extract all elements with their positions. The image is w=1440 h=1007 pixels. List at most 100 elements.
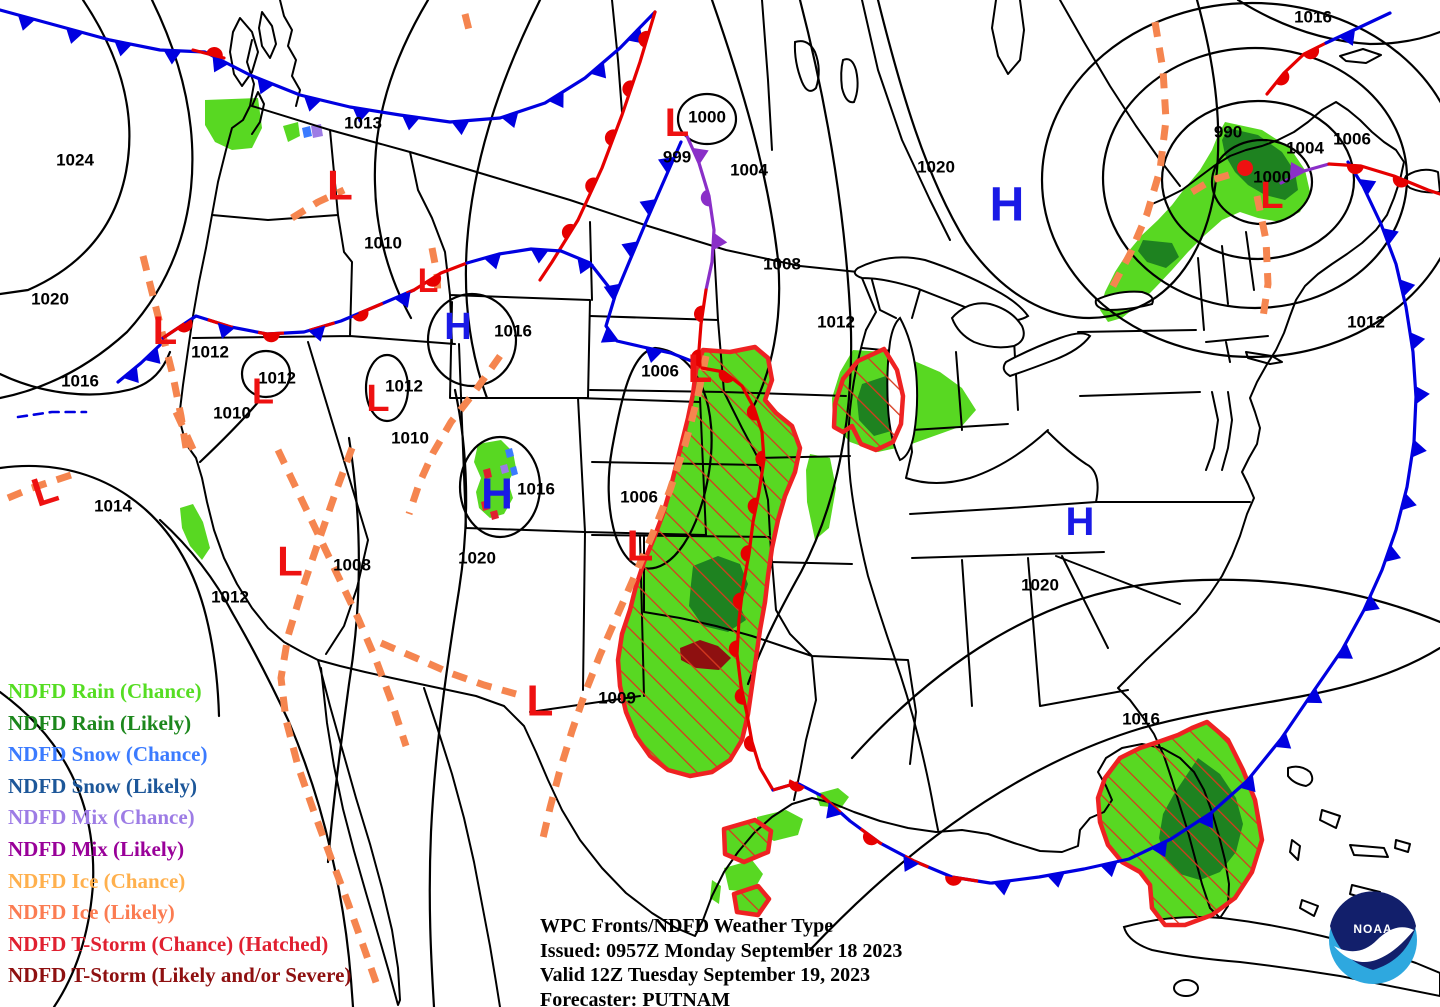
occluded-front (684, 132, 728, 292)
cold-front-triangle-icon (501, 111, 519, 129)
isobar (0, 0, 194, 400)
cold-front-triangle-icon (114, 40, 133, 57)
isobar (850, 578, 1440, 760)
isobar (428, 388, 468, 1007)
warm-front-semicircle-icon (788, 779, 805, 792)
pressure-label: 1012 (211, 588, 249, 607)
warm-front (538, 10, 657, 282)
low-pressure-center: L (153, 309, 177, 353)
isobar-closed-low (240, 349, 292, 399)
isobar (326, 436, 360, 864)
isobar (464, 0, 542, 400)
warm-front-semicircle-icon (1275, 70, 1290, 86)
pressure-label: 1010 (364, 234, 402, 253)
cold-front (465, 247, 610, 288)
low-pressure-center: L (1260, 175, 1283, 217)
pressure-marks-layer: 1024 1020 1013 1010 1016 1012 1012 1012 1010 1010… (27, 8, 1385, 729)
caption-title: WPC Fronts/NDFD Weather Type (540, 915, 834, 937)
cold-front (600, 140, 696, 364)
pressure-label: 1006 (641, 362, 679, 381)
front-line (700, 366, 775, 792)
low-pressure-center: L (688, 347, 712, 391)
cold-front-triangle-icon (1274, 732, 1292, 749)
cold-front-triangle-icon (1239, 775, 1256, 793)
low-center-dot (1237, 160, 1253, 176)
pressure-label: 1024 (56, 151, 94, 170)
occluded-front (1279, 161, 1331, 185)
snow-chance-area (302, 126, 312, 138)
front-line (1324, 11, 1392, 45)
trough-line (1253, 195, 1272, 325)
tstorm-hatch-layer (615, 344, 1265, 928)
pressure-label: 1006 (620, 488, 658, 507)
pressure-label: 1016 (494, 322, 532, 341)
pressure-label: 1000 (688, 108, 726, 127)
cold-front-triangle-icon (590, 61, 607, 79)
cold-front-triangle-icon (621, 241, 638, 258)
warm-front (690, 288, 708, 368)
trough-line (274, 448, 410, 748)
isobar (0, 690, 95, 1007)
front-line (1279, 162, 1331, 185)
cold-front (1324, 11, 1392, 46)
isobar-ring (1040, 1, 1440, 359)
low-pressure-center: L (527, 677, 554, 726)
cold-front (990, 160, 1430, 896)
cold-front-triangle-icon (903, 855, 920, 872)
occluded-front-triangle-icon (712, 232, 728, 251)
cold-front-triangle-icon (1384, 544, 1401, 562)
warm-front-semicircle-icon (638, 30, 650, 48)
lake-huron (950, 302, 1025, 349)
warm-front-semicircle-icon (743, 735, 755, 752)
rain-chance-area (710, 880, 721, 904)
pressure-label: 1020 (917, 158, 955, 177)
pressure-label: 1020 (1021, 576, 1059, 595)
warm-front (1327, 162, 1440, 196)
warm-front-semicircle-icon (176, 319, 193, 333)
tstorm-chance-area (490, 510, 499, 520)
cold-front-triangle-icon (257, 77, 275, 95)
cold-front-triangle-icon (1100, 861, 1118, 878)
pressure-label: 1010 (213, 404, 251, 423)
cold-front-triangle-icon (1359, 179, 1377, 196)
cold-front-triangle-icon (993, 880, 1012, 896)
warm-front-semicircle-icon (1346, 165, 1364, 175)
pressure-label: 1013 (344, 114, 382, 133)
cold-front (0, 8, 657, 136)
lake-ontario (1094, 290, 1154, 312)
warm-front-semicircle-icon (732, 592, 743, 610)
cold-front (116, 343, 162, 384)
cold-front-triangle-icon (639, 199, 656, 216)
warm-front-semicircle-icon (740, 545, 751, 563)
tstorm-chance-area (483, 468, 492, 479)
legend-item: NDFD Ice (Likely) (8, 900, 175, 925)
cold-front-triangle-icon (600, 327, 618, 343)
pressure-label: 1012 (258, 369, 296, 388)
low-pressure-center: L (327, 162, 353, 209)
high-pressure-center: H (1066, 500, 1095, 544)
front-line (771, 781, 992, 885)
legend-item: NDFD Snow (Chance) (8, 742, 208, 767)
pressure-label: 1014 (94, 497, 132, 516)
legend-item: NDFD T-Storm (Chance) (Hatched) (8, 931, 329, 956)
warm-front-semicircle-icon (693, 305, 704, 323)
front-line (1327, 162, 1440, 196)
trough-line (461, 13, 475, 39)
warm-front-semicircle-icon (945, 875, 963, 886)
warm-front-semicircle-icon (1392, 175, 1410, 188)
warm-front-semicircle-icon (206, 47, 223, 58)
rain-chance-area (283, 122, 300, 142)
pressure-label: 1008 (763, 255, 801, 274)
low-pressure-center: L (252, 371, 274, 412)
stationary-front (771, 779, 992, 886)
caption-issued: Issued: 0957Z Monday September 18 2023 (540, 939, 903, 962)
cold-front-triangle-icon (303, 95, 322, 112)
pressure-label: 1008 (333, 556, 371, 575)
isobar-closed-low (364, 353, 410, 423)
snow-chance-area (505, 448, 514, 458)
cold-front-triangle-icon (1415, 385, 1430, 404)
high-pressure-center: H (481, 470, 513, 519)
front-line (116, 343, 162, 384)
rain-chance-area (816, 788, 849, 808)
legend-item: NDFD Rain (Likely) (8, 710, 192, 735)
